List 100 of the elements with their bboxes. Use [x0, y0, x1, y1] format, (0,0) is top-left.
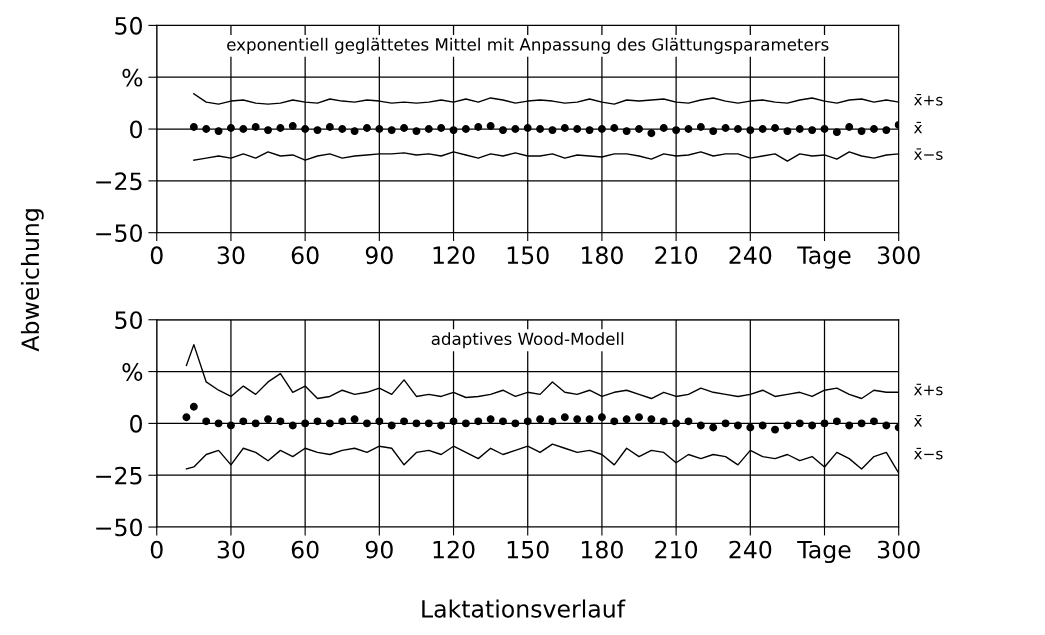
point	[870, 417, 878, 426]
series-label: x̄−s	[913, 447, 943, 460]
point	[437, 421, 446, 430]
point	[288, 421, 297, 430]
series-label: x̄−s	[913, 148, 943, 160]
point	[647, 415, 656, 424]
point	[733, 421, 742, 430]
point	[313, 417, 322, 426]
x-tick-label: 210	[655, 540, 698, 559]
point	[709, 423, 718, 432]
y-tick-label: 0	[130, 414, 142, 433]
point	[882, 421, 891, 430]
x-tick-label: 90	[365, 246, 393, 265]
point	[758, 421, 767, 430]
x-tick-label: 180	[581, 246, 623, 265]
text: exponentiell geglättetes Mittel mit Anpassung des Glättungsparameters	[227, 37, 829, 54]
x-tick-label: 300	[877, 246, 920, 265]
y-tick-label: −50	[96, 224, 142, 242]
series-label: x̄	[913, 121, 923, 134]
x-tick-label: 60	[291, 246, 319, 265]
point	[560, 413, 569, 422]
point	[449, 417, 458, 426]
point	[182, 413, 191, 422]
point	[573, 415, 582, 424]
point	[375, 417, 384, 426]
point	[523, 417, 532, 426]
point	[585, 415, 594, 424]
point	[301, 419, 310, 428]
point	[251, 419, 260, 428]
point	[808, 421, 817, 430]
x-tick-label: 30	[217, 540, 245, 559]
point	[486, 415, 495, 424]
point	[350, 415, 359, 424]
point	[696, 421, 705, 430]
series-label: x̄+s	[913, 93, 943, 106]
point	[511, 419, 520, 428]
x-tick-label: 120	[433, 246, 475, 265]
point	[795, 419, 804, 428]
x-tick-label: 0	[150, 540, 163, 559]
point	[845, 421, 854, 430]
point	[202, 417, 211, 426]
point	[214, 419, 223, 428]
y-tick-label: %	[122, 363, 143, 381]
y-tick-label: %	[122, 68, 143, 87]
point	[264, 415, 272, 424]
point	[461, 419, 470, 428]
series-label: x̄	[913, 415, 923, 427]
point	[635, 413, 643, 422]
point	[597, 413, 606, 422]
point	[363, 419, 371, 428]
x-tick-label: 0	[150, 246, 163, 265]
point	[226, 421, 235, 430]
x-axis-title: Laktationsverlauf	[422, 599, 626, 618]
point	[684, 417, 693, 426]
x-tick-label: 300	[877, 540, 920, 559]
point	[325, 419, 334, 428]
point	[189, 402, 198, 411]
series-label: x̄+s	[913, 383, 943, 396]
point	[746, 423, 755, 432]
point	[771, 425, 779, 434]
point	[622, 415, 631, 424]
y-tick-label: −50	[96, 518, 142, 537]
point	[783, 421, 792, 430]
point	[276, 417, 285, 426]
point	[474, 417, 483, 426]
text: adaptives Wood-Modell	[431, 332, 624, 349]
y-tick-label: −25	[96, 172, 142, 191]
x-tick-label: 60	[291, 540, 319, 559]
point	[672, 419, 681, 428]
y-axis-title: Abweichung	[20, 209, 44, 352]
y-tick-label: 50	[115, 311, 142, 330]
x-tick-label: 150	[507, 246, 549, 265]
point	[536, 415, 545, 424]
x-tick-label: Tage	[797, 246, 851, 269]
point	[499, 417, 507, 426]
point	[832, 417, 841, 426]
point	[400, 417, 409, 426]
x-tick-label: 150	[507, 540, 549, 559]
point	[857, 419, 866, 428]
point	[820, 419, 829, 428]
x-tick-label: 210	[655, 246, 698, 265]
point	[412, 419, 421, 428]
x-tick-label: 240	[729, 246, 772, 265]
point	[338, 417, 347, 426]
point	[239, 417, 248, 426]
x-tick-label: 90	[365, 540, 393, 559]
x-tick-label: 120	[433, 540, 475, 559]
point	[659, 417, 668, 426]
x-tick-label: 240	[729, 540, 772, 559]
point	[548, 417, 557, 426]
point	[721, 419, 730, 428]
point	[387, 421, 396, 430]
y-tick-label: −25	[96, 466, 142, 485]
y-tick-label: 50	[115, 16, 142, 35]
point	[610, 417, 619, 426]
y-tick-label: 0	[130, 120, 142, 139]
point	[424, 419, 433, 428]
x-tick-label: Tage	[797, 540, 851, 564]
x-tick-label: 30	[217, 246, 245, 265]
x-tick-label: 180	[581, 540, 623, 559]
